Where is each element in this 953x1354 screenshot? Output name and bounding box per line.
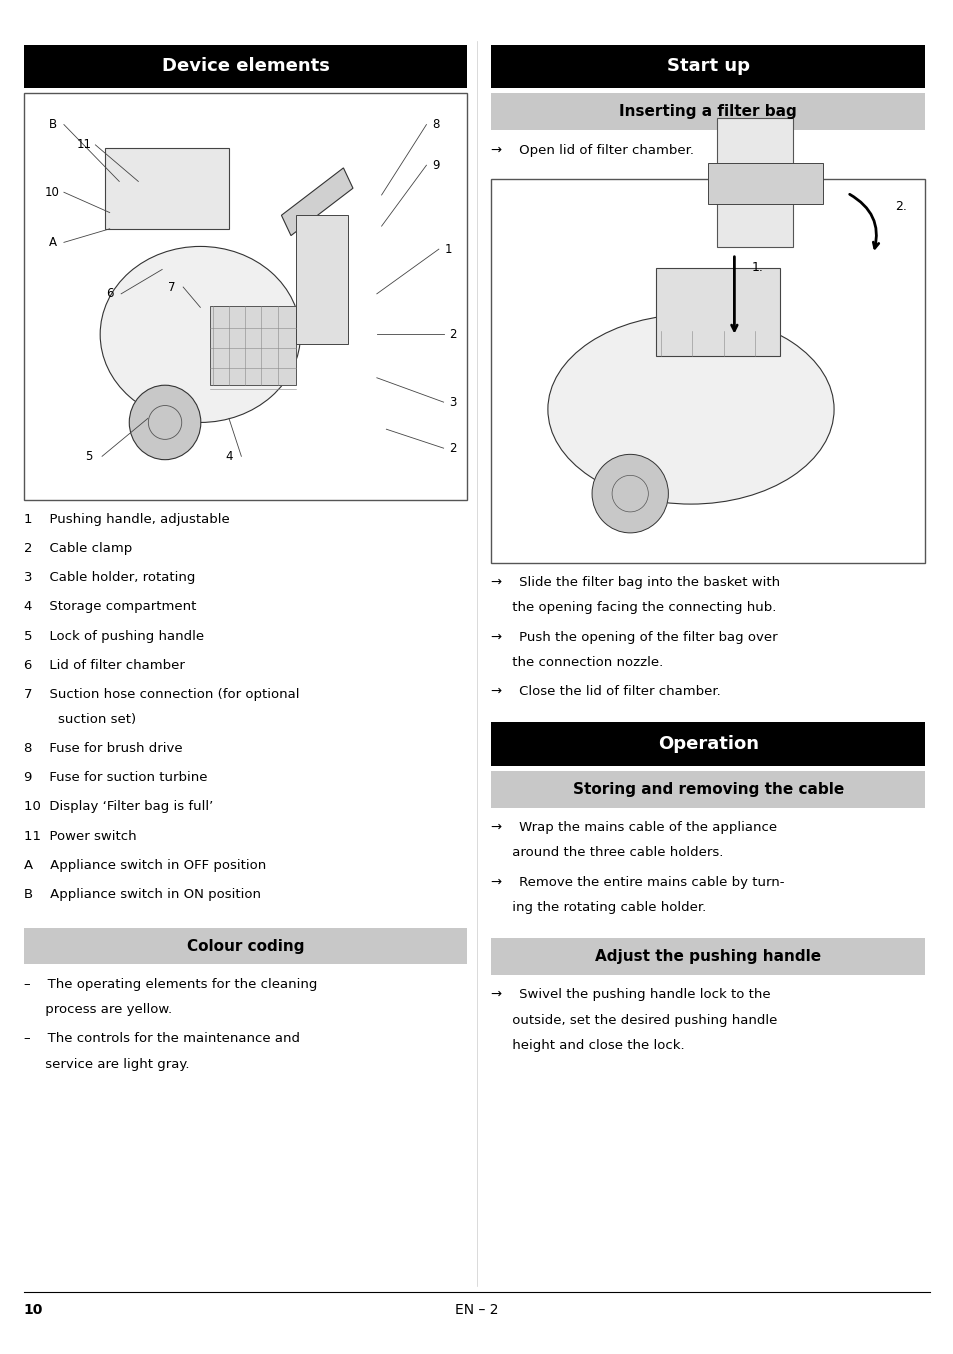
Bar [491,45,924,88]
Text: 11: 11 [76,138,91,152]
Bar [24,93,467,500]
Text: →    Open lid of filter chamber.: → Open lid of filter chamber. [491,144,694,157]
Ellipse shape [547,314,833,504]
Ellipse shape [100,246,300,422]
Bar [491,722,924,765]
Text: around the three cable holders.: around the three cable holders. [491,846,723,860]
Text: Device elements: Device elements [162,57,329,76]
Text: 11  Power switch: 11 Power switch [24,830,136,842]
Text: 10: 10 [24,1303,43,1316]
Text: Operation: Operation [658,735,758,753]
Bar [707,162,821,203]
Polygon shape [281,168,353,236]
Bar [295,215,348,344]
Text: 5: 5 [85,450,92,463]
Text: suction set): suction set) [24,714,136,726]
Text: 2: 2 [449,328,456,341]
Text: A    Appliance switch in OFF position: A Appliance switch in OFF position [24,858,266,872]
Bar [105,148,229,229]
Text: outside, set the desired pushing handle: outside, set the desired pushing handle [491,1014,777,1026]
Text: Colour coding: Colour coding [187,938,304,953]
Text: →    Wrap the mains cable of the appliance: → Wrap the mains cable of the appliance [491,821,777,834]
Text: –    The controls for the maintenance and: – The controls for the maintenance and [24,1032,299,1045]
Text: ing the rotating cable holder.: ing the rotating cable holder. [491,900,706,914]
Text: 6    Lid of filter chamber: 6 Lid of filter chamber [24,658,185,672]
Text: service are light gray.: service are light gray. [24,1057,189,1071]
Text: 4: 4 [225,450,233,463]
Text: Start up: Start up [666,57,749,76]
Text: B    Appliance switch in ON position: B Appliance switch in ON position [24,888,260,900]
Text: 4    Storage compartment: 4 Storage compartment [24,600,196,613]
Bar [491,938,924,975]
Text: 9: 9 [432,158,439,172]
Bar [656,268,780,356]
Text: –    The operating elements for the cleaning: – The operating elements for the cleanin… [24,978,317,991]
Text: the connection nozzle.: the connection nozzle. [491,655,663,669]
Text: 8    Fuse for brush drive: 8 Fuse for brush drive [24,742,182,756]
Text: 1    Pushing handle, adjustable: 1 Pushing handle, adjustable [24,513,230,527]
Text: 7: 7 [168,280,175,294]
Text: Storing and removing the cable: Storing and removing the cable [572,781,843,796]
Bar [24,927,467,964]
Text: 9    Fuse for suction turbine: 9 Fuse for suction turbine [24,772,207,784]
Text: →    Remove the entire mains cable by turn-: → Remove the entire mains cable by turn- [491,876,784,888]
Text: 1.: 1. [751,261,762,274]
Text: the opening facing the connecting hub.: the opening facing the connecting hub. [491,601,776,615]
Text: 7    Suction hose connection (for optional: 7 Suction hose connection (for optional [24,688,299,701]
Text: 2    Cable clamp: 2 Cable clamp [24,542,132,555]
Text: 2: 2 [449,441,456,455]
Text: →    Swivel the pushing handle lock to the: → Swivel the pushing handle lock to the [491,988,770,1001]
Bar [717,119,793,248]
Text: Adjust the pushing handle: Adjust the pushing handle [595,949,821,964]
Text: →    Push the opening of the filter bag over: → Push the opening of the filter bag ove… [491,631,777,643]
Text: →    Slide the filter bag into the basket with: → Slide the filter bag into the basket w… [491,575,780,589]
Text: 10: 10 [45,185,60,199]
Text: height and close the lock.: height and close the lock. [491,1039,684,1052]
Text: 6: 6 [106,287,113,301]
Text: →    Close the lid of filter chamber.: → Close the lid of filter chamber. [491,685,720,699]
Text: 3: 3 [449,395,456,409]
Text: 8: 8 [432,118,439,131]
Text: Inserting a filter bag: Inserting a filter bag [618,104,797,119]
Ellipse shape [130,385,200,460]
Text: B: B [49,118,56,131]
Bar [24,45,467,88]
Text: 5    Lock of pushing handle: 5 Lock of pushing handle [24,630,204,643]
Text: A: A [49,236,56,249]
Ellipse shape [592,455,668,533]
Text: 1: 1 [444,242,452,256]
Text: 10  Display ‘Filter bag is full’: 10 Display ‘Filter bag is full’ [24,800,213,814]
Bar [491,770,924,807]
Text: EN – 2: EN – 2 [455,1303,498,1316]
Bar [491,93,924,130]
Text: 2.: 2. [894,200,906,213]
Text: process are yellow.: process are yellow. [24,1003,172,1017]
Text: 3    Cable holder, rotating: 3 Cable holder, rotating [24,571,195,585]
Bar [210,306,295,385]
Bar [491,180,924,563]
